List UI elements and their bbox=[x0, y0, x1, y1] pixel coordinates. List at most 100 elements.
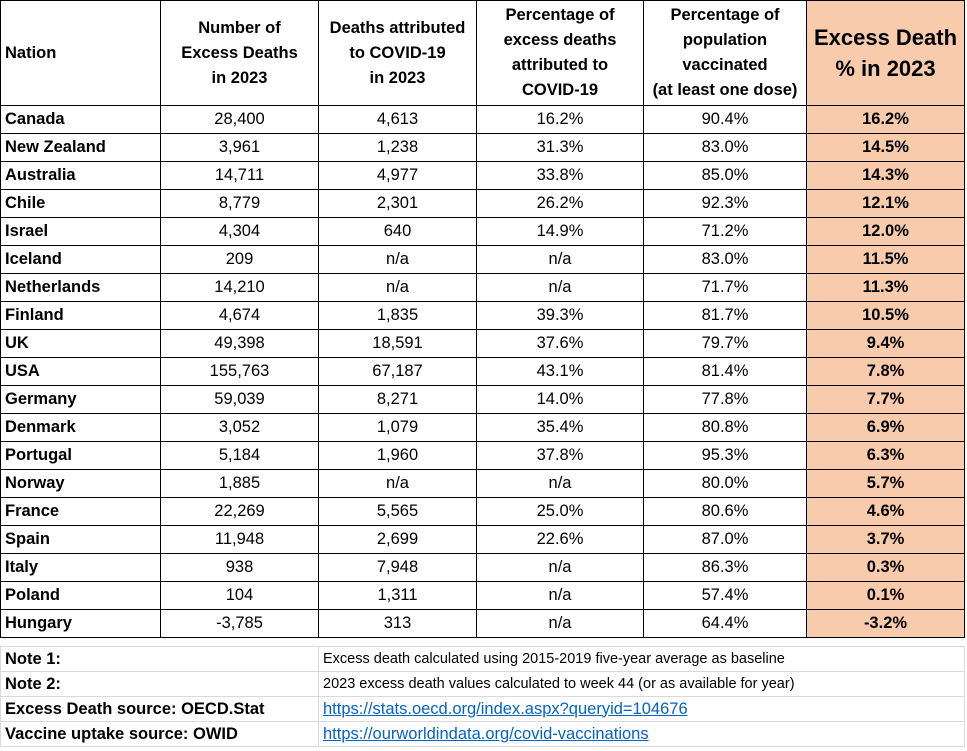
nation-cell: Netherlands bbox=[0, 273, 161, 302]
data-cell: n/a bbox=[476, 581, 644, 610]
source-row: Excess Death source: OECD.Stat https://st… bbox=[0, 696, 965, 722]
data-cell: 5.7% bbox=[806, 469, 965, 498]
data-cell: 14.9% bbox=[476, 217, 644, 246]
data-cell: 71.2% bbox=[643, 217, 807, 246]
data-cell: 26.2% bbox=[476, 189, 644, 218]
data-cell: 35.4% bbox=[476, 413, 644, 442]
data-cell: 81.4% bbox=[643, 357, 807, 386]
column-header: Deaths attributed to COVID-19 in 2023 bbox=[318, 0, 477, 106]
column-header: Excess Death % in 2023 bbox=[806, 0, 965, 106]
nation-cell: Finland bbox=[0, 301, 161, 330]
nation-cell: Israel bbox=[0, 217, 161, 246]
data-cell: 313 bbox=[318, 609, 477, 638]
data-cell: n/a bbox=[476, 609, 644, 638]
data-cell: 11.5% bbox=[806, 245, 965, 274]
data-cell: 22,269 bbox=[160, 497, 319, 526]
data-cell: 90.4% bbox=[643, 105, 807, 134]
table-row: Italy 938 7,948 n/a 86.3% 0.3% bbox=[0, 553, 965, 582]
notes-body: Note 1: Excess death calculated using 201… bbox=[0, 646, 965, 747]
data-cell: 2,699 bbox=[318, 525, 477, 554]
source-link[interactable]: https://ourworldindata.org/covid-vaccina… bbox=[323, 724, 649, 743]
data-cell: 8,779 bbox=[160, 189, 319, 218]
data-cell: 2,301 bbox=[318, 189, 477, 218]
data-cell: 3,961 bbox=[160, 133, 319, 162]
table-row: USA 155,763 67,187 43.1% 81.4% 7.8% bbox=[0, 357, 965, 386]
source-label: Excess Death source: OECD.Stat bbox=[0, 696, 319, 722]
nation-cell: Italy bbox=[0, 553, 161, 582]
data-cell: 938 bbox=[160, 553, 319, 582]
nation-cell: Australia bbox=[0, 161, 161, 190]
data-cell: 71.7% bbox=[643, 273, 807, 302]
source-label: Vaccine uptake source: OWID bbox=[0, 721, 319, 747]
data-cell: 86.3% bbox=[643, 553, 807, 582]
data-table: Nation Number of Excess Deaths in 2023 Dea… bbox=[0, 0, 965, 638]
nation-cell: Canada bbox=[0, 105, 161, 134]
data-cell: 5,565 bbox=[318, 497, 477, 526]
table-row: Australia 14,711 4,977 33.8% 85.0% 14.3% bbox=[0, 161, 965, 190]
data-cell: n/a bbox=[318, 469, 477, 498]
data-cell: 80.0% bbox=[643, 469, 807, 498]
data-cell: 640 bbox=[318, 217, 477, 246]
data-cell: 7,948 bbox=[318, 553, 477, 582]
data-cell: 8,271 bbox=[318, 385, 477, 414]
data-cell: 12.0% bbox=[806, 217, 965, 246]
data-cell: 14,711 bbox=[160, 161, 319, 190]
data-cell: 28,400 bbox=[160, 105, 319, 134]
table-row: Canada 28,400 4,613 16.2% 90.4% 16.2% bbox=[0, 105, 965, 134]
data-cell: n/a bbox=[476, 273, 644, 302]
table-row: Poland 104 1,311 n/a 57.4% 0.1% bbox=[0, 581, 965, 610]
data-cell: 39.3% bbox=[476, 301, 644, 330]
data-cell: 4.6% bbox=[806, 497, 965, 526]
data-cell: 209 bbox=[160, 245, 319, 274]
data-cell: 3.7% bbox=[806, 525, 965, 554]
data-cell: n/a bbox=[476, 469, 644, 498]
data-cell: 16.2% bbox=[806, 105, 965, 134]
note-text: Excess death calculated using 2015-2019 … bbox=[318, 646, 965, 672]
table-row: New Zealand 3,961 1,238 31.3% 83.0% 14.5% bbox=[0, 133, 965, 162]
data-cell: 4,977 bbox=[318, 161, 477, 190]
data-cell: -3.2% bbox=[806, 609, 965, 638]
data-cell: 37.6% bbox=[476, 329, 644, 358]
data-cell: 14.5% bbox=[806, 133, 965, 162]
data-cell: 9.4% bbox=[806, 329, 965, 358]
data-cell: 11,948 bbox=[160, 525, 319, 554]
data-cell: 6.3% bbox=[806, 441, 965, 470]
data-cell: n/a bbox=[318, 245, 477, 274]
table-row: Norway 1,885 n/a n/a 80.0% 5.7% bbox=[0, 469, 965, 498]
data-cell: 80.8% bbox=[643, 413, 807, 442]
note-row: Note 1: Excess death calculated using 201… bbox=[0, 646, 965, 672]
data-cell: n/a bbox=[318, 273, 477, 302]
source-link-cell: https://ourworldindata.org/covid-vaccina… bbox=[318, 721, 965, 747]
source-link[interactable]: https://stats.oecd.org/index.aspx?queryi… bbox=[323, 699, 688, 718]
note-row: Note 2: 2023 excess death values calculat… bbox=[0, 671, 965, 697]
data-cell: 4,613 bbox=[318, 105, 477, 134]
table-row: Portugal 5,184 1,960 37.8% 95.3% 6.3% bbox=[0, 441, 965, 470]
column-header: Percentage of population vaccinated (at … bbox=[643, 0, 807, 106]
data-cell: 1,835 bbox=[318, 301, 477, 330]
nation-cell: USA bbox=[0, 357, 161, 386]
data-cell: 1,079 bbox=[318, 413, 477, 442]
data-cell: 25.0% bbox=[476, 497, 644, 526]
data-cell: 59,039 bbox=[160, 385, 319, 414]
data-cell: 1,238 bbox=[318, 133, 477, 162]
data-cell: 7.8% bbox=[806, 357, 965, 386]
data-cell: 85.0% bbox=[643, 161, 807, 190]
data-cell: 12.1% bbox=[806, 189, 965, 218]
nation-cell: Portugal bbox=[0, 441, 161, 470]
data-cell: 11.3% bbox=[806, 273, 965, 302]
data-cell: 43.1% bbox=[476, 357, 644, 386]
data-cell: 14.0% bbox=[476, 385, 644, 414]
data-cell: 14.3% bbox=[806, 161, 965, 190]
data-cell: 37.8% bbox=[476, 441, 644, 470]
data-cell: 79.7% bbox=[643, 329, 807, 358]
data-cell: 18,591 bbox=[318, 329, 477, 358]
note-label: Note 2: bbox=[0, 671, 319, 697]
table-row: UK 49,398 18,591 37.6% 79.7% 9.4% bbox=[0, 329, 965, 358]
table-row: Israel 4,304 640 14.9% 71.2% 12.0% bbox=[0, 217, 965, 246]
source-row: Vaccine uptake source: OWID https://ourwo… bbox=[0, 721, 965, 747]
nation-cell: Norway bbox=[0, 469, 161, 498]
data-cell: 64.4% bbox=[643, 609, 807, 638]
data-cell: 77.8% bbox=[643, 385, 807, 414]
table-row: Finland 4,674 1,835 39.3% 81.7% 10.5% bbox=[0, 301, 965, 330]
